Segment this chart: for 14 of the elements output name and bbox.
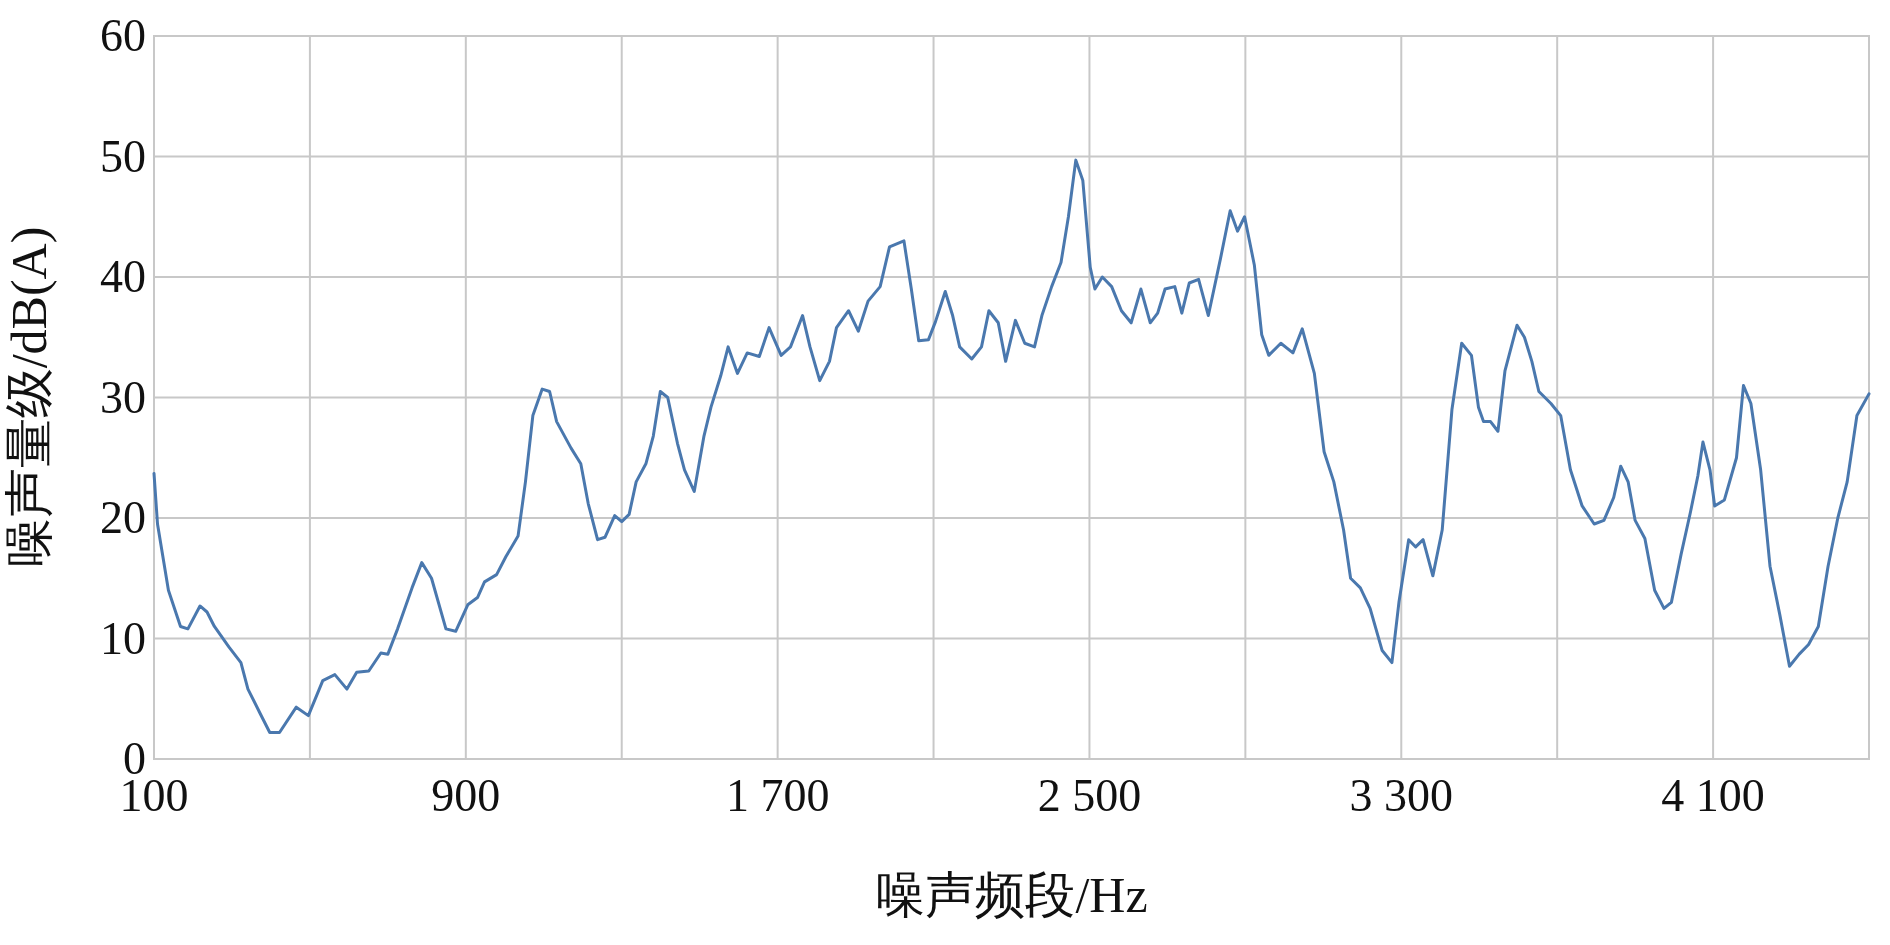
line-series (152, 158, 1871, 734)
x-tick-label: 4 100 (1661, 770, 1765, 821)
x-tick-label: 1 700 (725, 770, 830, 821)
y-tick-label: 40 (100, 251, 146, 302)
y-tick-label: 10 (100, 612, 146, 664)
x-tick-label: 900 (431, 770, 501, 821)
y-tick-label: 30 (100, 371, 146, 423)
x-tick-label: 3 300 (1349, 770, 1454, 821)
y-tick-label: 20 (100, 492, 146, 543)
y-axis-title: 噪声量级/dB(A) (1, 226, 57, 569)
x-axis-title: 噪声频段/Hz (875, 867, 1148, 923)
x-tick-label: 2 500 (1037, 770, 1142, 821)
y-tick-label: 50 (100, 130, 146, 182)
y-tick-label: 60 (100, 10, 146, 61)
